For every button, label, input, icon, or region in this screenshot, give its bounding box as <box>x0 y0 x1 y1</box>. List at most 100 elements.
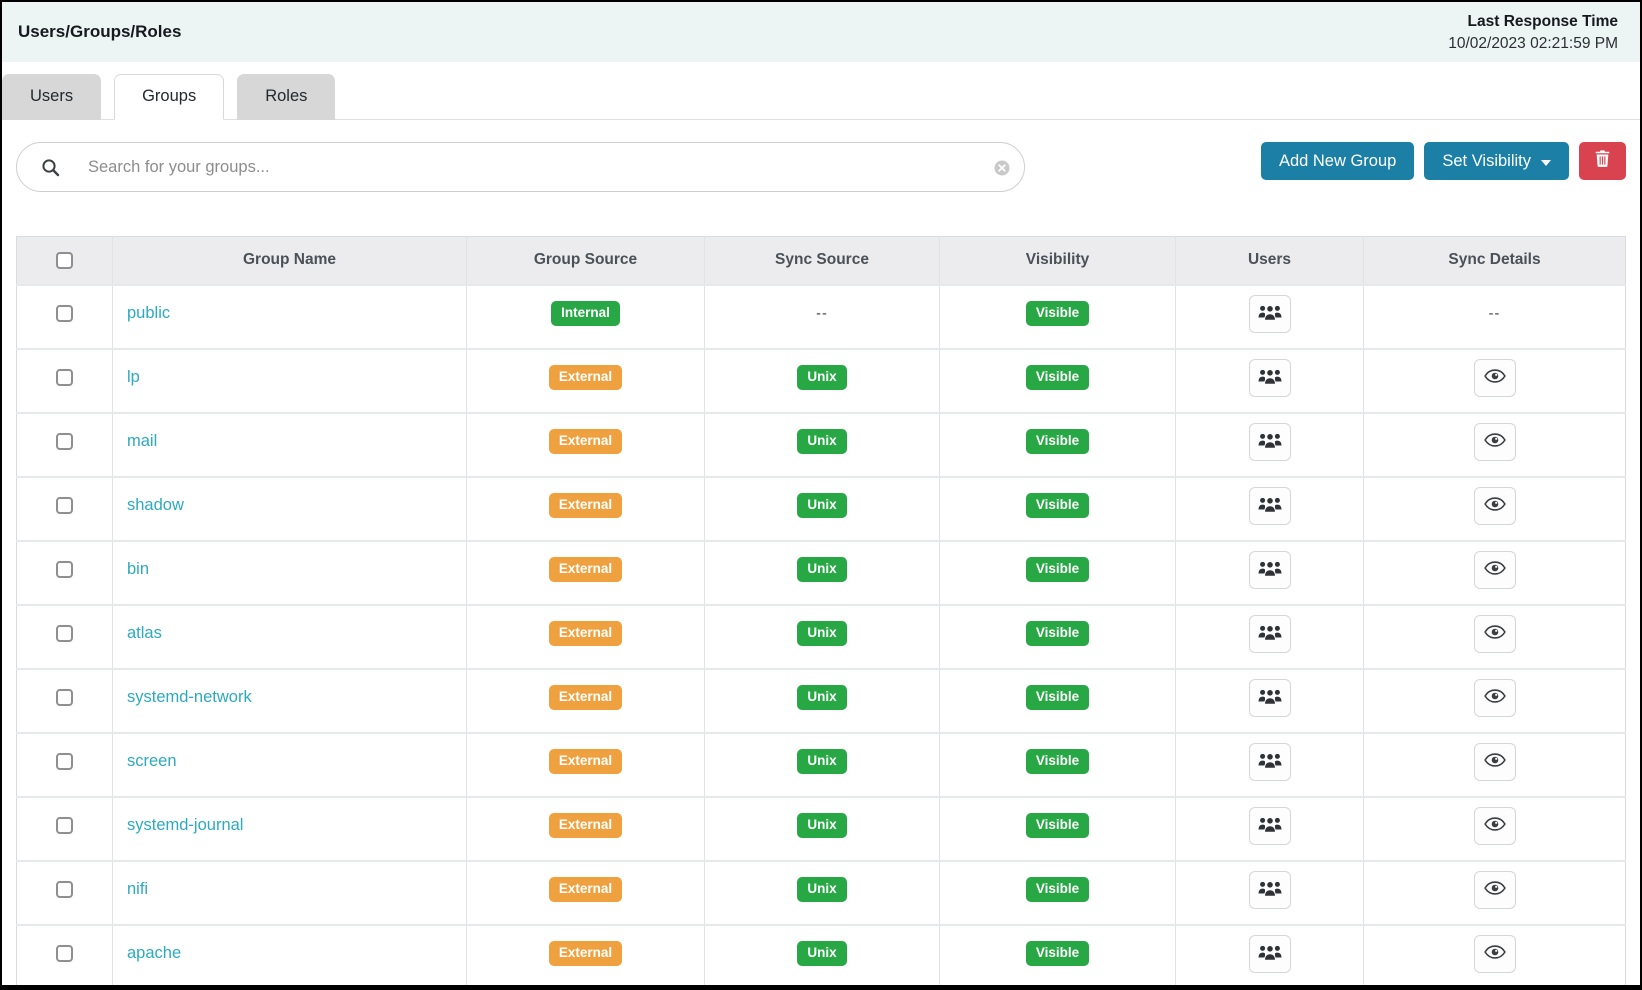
group-name-link[interactable]: systemd-network <box>127 688 252 706</box>
group-name-link[interactable]: mail <box>127 432 158 450</box>
group-name-cell: shadow <box>112 476 467 541</box>
clear-circle-icon[interactable] <box>994 160 1010 176</box>
table-row: lp External Unix Visible <box>16 348 1626 413</box>
search-input[interactable] <box>88 157 984 177</box>
group-name-link[interactable]: lp <box>127 368 140 386</box>
group-name-link[interactable]: bin <box>127 560 150 578</box>
page-header: Users/Groups/Roles Last Response Time 10… <box>2 2 1640 62</box>
group-source-cell: External <box>466 796 705 861</box>
sync-source-badge: Unix <box>797 813 847 838</box>
eye-icon-button[interactable] <box>1473 614 1516 653</box>
users-icon-button[interactable] <box>1248 934 1291 973</box>
row-checkbox[interactable] <box>56 560 73 578</box>
users-icon-button[interactable] <box>1248 614 1291 653</box>
row-select-cell <box>17 733 113 797</box>
group-name-cell: lp <box>112 348 467 413</box>
table-row: atlas External Unix Visible <box>16 604 1626 669</box>
tab-groups[interactable]: Groups <box>114 74 225 120</box>
visibility-cell: Visible <box>939 348 1176 413</box>
group-name-link[interactable]: nifi <box>127 880 149 898</box>
table-row: apache External Unix Visible <box>16 924 1626 985</box>
select-all-header-cell <box>16 236 113 285</box>
group-name-link[interactable]: apache <box>127 944 182 963</box>
row-select-cell <box>17 669 113 733</box>
visibility-badge: Visible <box>1025 557 1090 582</box>
sync-details-cell <box>1363 476 1626 541</box>
sync-details-cell <box>1363 540 1626 605</box>
group-name-link[interactable]: public <box>127 304 171 322</box>
table-row: shadow External Unix Visible <box>16 476 1626 541</box>
table-row: bin External Unix Visible <box>16 540 1626 605</box>
group-name-link[interactable]: screen <box>127 752 177 770</box>
sync-source-cell: Unix <box>704 668 940 733</box>
users-cell <box>1175 476 1364 541</box>
delete-groups-button[interactable] <box>1579 142 1626 180</box>
table-row: mail External Unix Visible <box>16 412 1626 477</box>
sync-details-cell <box>1363 924 1626 985</box>
last-response-time: Last Response Time 10/02/2023 02:21:59 P… <box>1448 9 1618 56</box>
eye-icon-button[interactable] <box>1473 358 1516 397</box>
group-name-cell: screen <box>112 732 467 797</box>
users-icon <box>1258 560 1282 580</box>
groups-table: Group Name Group Source Sync Source Visi… <box>16 236 1626 985</box>
group-source-cell: External <box>466 668 705 733</box>
eye-icon-button[interactable] <box>1473 870 1516 909</box>
row-checkbox[interactable] <box>56 304 73 322</box>
set-visibility-dropdown-button[interactable]: Set Visibility <box>1424 142 1569 180</box>
group-source-cell: External <box>466 348 705 413</box>
eye-icon-button[interactable] <box>1473 486 1516 525</box>
users-cell <box>1175 284 1364 349</box>
users-icon-button[interactable] <box>1248 550 1291 589</box>
eye-icon-button[interactable] <box>1473 742 1516 781</box>
visibility-cell: Visible <box>939 668 1176 733</box>
row-select-cell <box>17 349 113 413</box>
users-icon-button[interactable] <box>1248 422 1291 461</box>
row-checkbox[interactable] <box>56 496 73 514</box>
eye-icon-button[interactable] <box>1473 550 1516 589</box>
row-checkbox[interactable] <box>56 816 73 834</box>
group-name-link[interactable]: atlas <box>127 624 162 642</box>
group-source-cell: External <box>466 476 705 541</box>
eye-icon-button[interactable] <box>1473 934 1516 973</box>
users-icon-button[interactable] <box>1248 486 1291 525</box>
add-new-group-button[interactable]: Add New Group <box>1260 142 1415 180</box>
users-icon-button[interactable] <box>1248 358 1291 397</box>
group-name-link[interactable]: shadow <box>127 496 184 514</box>
sync-source-cell: Unix <box>704 924 940 985</box>
users-icon-button[interactable] <box>1248 678 1291 717</box>
column-header-group-name: Group Name <box>112 236 467 285</box>
table-header-row: Group Name Group Source Sync Source Visi… <box>16 236 1626 285</box>
users-icon-button[interactable] <box>1248 294 1291 333</box>
select-all-checkbox[interactable] <box>56 251 73 269</box>
users-icon <box>1258 368 1282 388</box>
tab-users[interactable]: Users <box>2 74 102 120</box>
eye-icon-button[interactable] <box>1473 806 1516 845</box>
row-select-cell <box>17 797 113 861</box>
eye-icon-button[interactable] <box>1473 422 1516 461</box>
group-search-box[interactable] <box>16 142 1025 192</box>
set-visibility-label: Set Visibility <box>1442 151 1531 170</box>
row-checkbox[interactable] <box>56 752 73 770</box>
users-icon-button[interactable] <box>1248 870 1291 909</box>
row-checkbox[interactable] <box>56 688 73 706</box>
users-icon-button[interactable] <box>1248 742 1291 781</box>
tab-roles[interactable]: Roles <box>237 74 336 120</box>
visibility-badge: Visible <box>1025 685 1090 710</box>
sync-details-cell <box>1363 668 1626 733</box>
group-source-badge: External <box>548 621 623 646</box>
sync-source-badge: Unix <box>797 429 847 454</box>
row-checkbox[interactable] <box>56 624 73 642</box>
group-source-badge: External <box>548 365 623 390</box>
group-name-link[interactable]: systemd-journal <box>127 816 244 834</box>
eye-icon-button[interactable] <box>1473 678 1516 717</box>
group-name-cell: systemd-journal <box>112 796 467 861</box>
row-checkbox[interactable] <box>56 432 73 450</box>
sync-source-badge: Unix <box>797 621 847 646</box>
group-source-cell: Internal <box>466 284 705 349</box>
row-checkbox[interactable] <box>56 945 73 963</box>
visibility-badge: Visible <box>1025 365 1090 390</box>
row-checkbox[interactable] <box>56 368 73 386</box>
sync-source-cell: Unix <box>704 348 940 413</box>
row-checkbox[interactable] <box>56 880 73 898</box>
users-icon-button[interactable] <box>1248 806 1291 845</box>
